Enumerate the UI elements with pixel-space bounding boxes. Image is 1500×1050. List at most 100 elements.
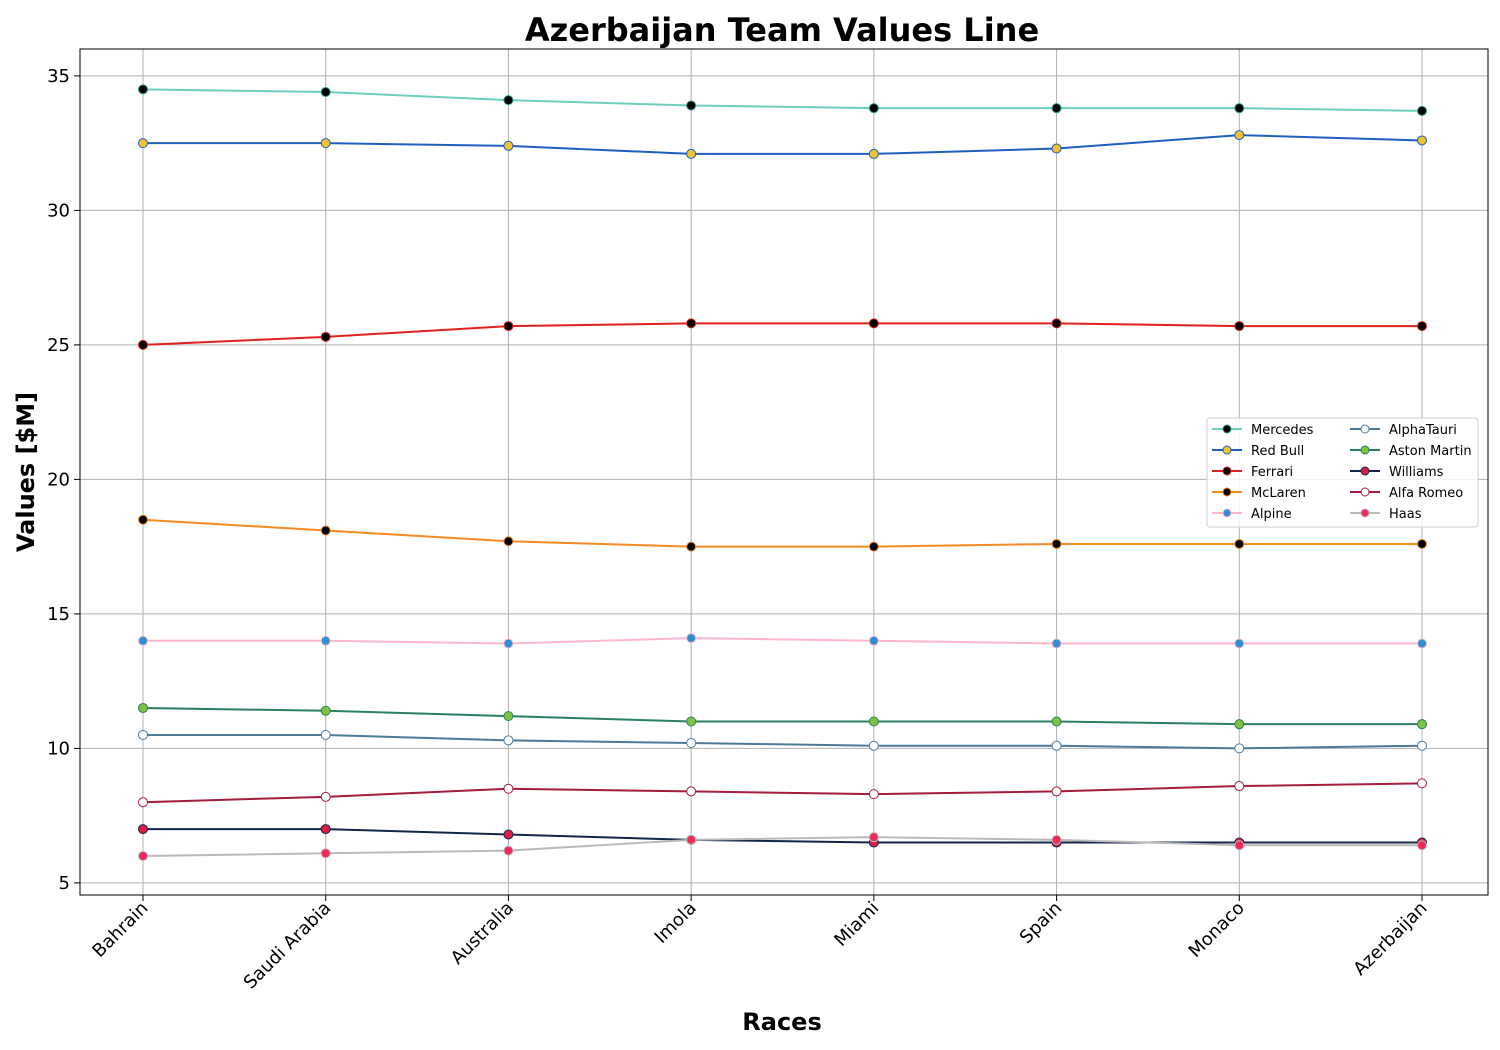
legend-swatch-marker (1222, 466, 1232, 476)
data-point (686, 148, 697, 159)
data-point (1051, 103, 1062, 114)
y-tick-label: 35 (47, 66, 70, 87)
data-point (503, 140, 514, 151)
data-point (686, 738, 697, 749)
data-point (868, 832, 879, 843)
y-tick-label: 15 (47, 604, 70, 625)
legend-item: Aston Martin (1350, 444, 1472, 459)
data-point (503, 536, 514, 547)
data-point (686, 716, 697, 727)
legend-item: Haas (1350, 507, 1422, 522)
data-point (1051, 716, 1062, 727)
data-point (1234, 719, 1245, 730)
series-mclaren (138, 514, 1427, 552)
data-point (503, 638, 514, 649)
data-point (320, 791, 331, 802)
legend-item: Alfa Romeo (1350, 486, 1463, 501)
legend-item: McLaren (1212, 486, 1306, 501)
data-point (503, 321, 514, 332)
series-alphatauri (138, 729, 1427, 754)
legend-swatch-marker (1222, 445, 1232, 455)
data-point (138, 84, 148, 95)
legend-swatch-marker (1360, 466, 1370, 476)
legend-label: Alpine (1251, 507, 1292, 522)
data-point (138, 729, 148, 740)
data-point (138, 703, 148, 714)
y-tick-label: 25 (47, 335, 70, 356)
data-point (1417, 638, 1427, 649)
plot-frame (79, 48, 1489, 896)
data-point (1234, 538, 1245, 549)
data-point (320, 525, 331, 536)
data-point (1417, 719, 1427, 730)
data-point (1234, 321, 1245, 332)
data-point (686, 100, 697, 111)
legend-item: AlphaTauri (1350, 423, 1457, 438)
data-point (138, 797, 148, 808)
legend-label: Aston Martin (1389, 444, 1472, 459)
data-point (138, 138, 148, 149)
data-point (868, 103, 879, 114)
data-point (868, 318, 879, 329)
legend-item: Ferrari (1212, 465, 1293, 480)
legend-label: AlphaTauri (1389, 423, 1457, 438)
legend-swatch-marker (1222, 424, 1232, 434)
legend-label: Red Bull (1251, 444, 1304, 459)
data-point (1234, 638, 1245, 649)
data-point (1417, 538, 1427, 549)
legend-swatch-marker (1360, 445, 1370, 455)
legend-item: Alpine (1212, 507, 1292, 522)
data-point (138, 635, 148, 646)
series-line (143, 134, 1423, 155)
series-line (142, 782, 1423, 804)
data-point (1051, 786, 1062, 797)
data-point (503, 735, 514, 746)
series-mercedes (138, 84, 1427, 116)
legend-label: Haas (1389, 507, 1422, 522)
data-point (503, 95, 514, 106)
series-line (143, 637, 1422, 645)
series-line (142, 322, 1422, 346)
data-point (1234, 781, 1245, 792)
data-point (1417, 135, 1427, 146)
legend-label: Alfa Romeo (1389, 486, 1463, 501)
y-axis-label: Values [$M] (12, 392, 40, 552)
data-point (503, 783, 514, 794)
chart-title: Azerbaijan Team Values Line (525, 11, 1039, 49)
y-axis: 5 10 15 20 25 30 35 (47, 66, 80, 894)
series-line (142, 836, 1422, 857)
data-point (320, 635, 331, 646)
data-point (320, 824, 331, 835)
data-point (503, 829, 514, 840)
data-point (1051, 143, 1062, 154)
data-point (868, 541, 879, 552)
series-line (143, 733, 1423, 750)
legend-label: Mercedes (1251, 423, 1314, 438)
data-point (686, 318, 697, 329)
legend: Mercedes Red Bull Ferrari McLaren Alpine Alph… (1206, 417, 1479, 528)
y-tick-label: 10 (47, 738, 70, 759)
data-point (868, 740, 879, 751)
series-layer (138, 84, 1427, 861)
data-point (138, 339, 148, 350)
data-point (320, 705, 331, 716)
data-point (868, 148, 879, 159)
legend-label: McLaren (1251, 486, 1306, 501)
data-point (868, 635, 879, 646)
series-line (143, 828, 1422, 844)
data-point (320, 138, 331, 149)
data-point (686, 633, 697, 644)
data-point (1234, 743, 1245, 754)
data-point (1417, 321, 1427, 332)
data-point (686, 786, 697, 797)
series-alfa-romeo (138, 778, 1427, 808)
data-point (686, 541, 697, 552)
series-line (142, 518, 1422, 548)
y-tick-label: 20 (47, 469, 70, 490)
data-point (1417, 840, 1427, 851)
legend-swatch-marker (1360, 487, 1370, 497)
series-aston-martin (138, 703, 1427, 730)
legend-swatch-marker (1360, 424, 1370, 434)
data-point (1417, 778, 1427, 789)
data-point (320, 87, 331, 98)
